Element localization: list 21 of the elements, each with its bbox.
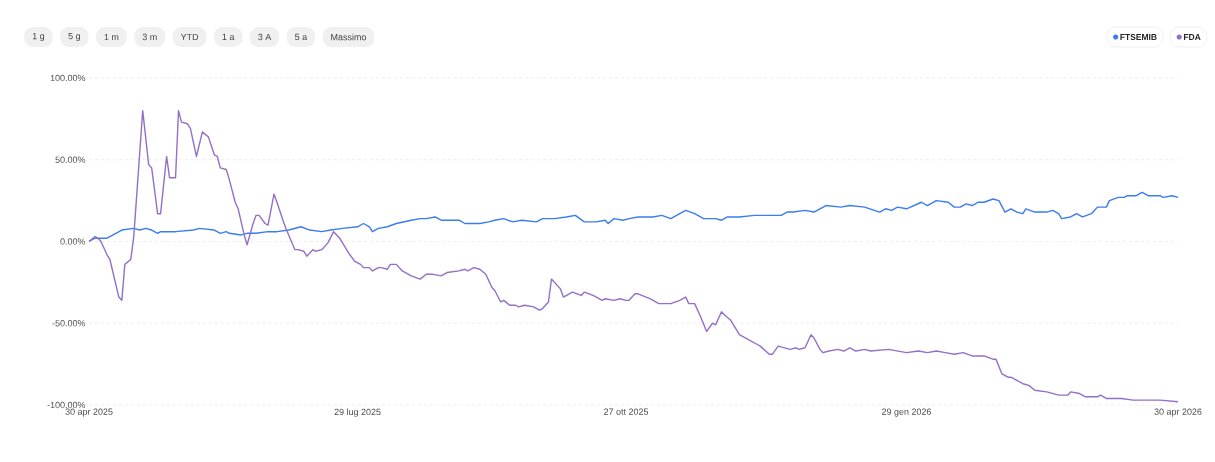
x-tick-label: 29 gen 2026 (882, 408, 932, 417)
text: 1 m (104, 33, 119, 41)
y-tick-label: 50.00% (55, 156, 86, 163)
x-tick-label: 30 apr 2026 (1154, 408, 1202, 417)
text: 1 g (32, 32, 45, 41)
x-tick-label: 29 lug 2025 (334, 408, 381, 417)
x-tick-label: 30 apr 2025 (65, 408, 113, 417)
x-tick-label: 27 ott 2025 (604, 408, 649, 415)
text: 5 a (295, 33, 308, 41)
text: 3 A (258, 33, 272, 41)
y-tick-label: -100.00% (47, 401, 86, 409)
legend-label: FDA (1183, 34, 1201, 40)
y-tick-label: -50.00% (52, 320, 86, 327)
y-tick-label: 100.00% (50, 74, 86, 82)
text: 1 a (222, 33, 235, 41)
legend-label: FTSEMIB (1120, 34, 1157, 41)
text: Massimo (331, 33, 367, 41)
text: 5 g (68, 32, 80, 41)
text: 3 m (142, 33, 157, 41)
y-tick-label: 0.00% (60, 238, 86, 245)
text: YTD (180, 33, 199, 41)
